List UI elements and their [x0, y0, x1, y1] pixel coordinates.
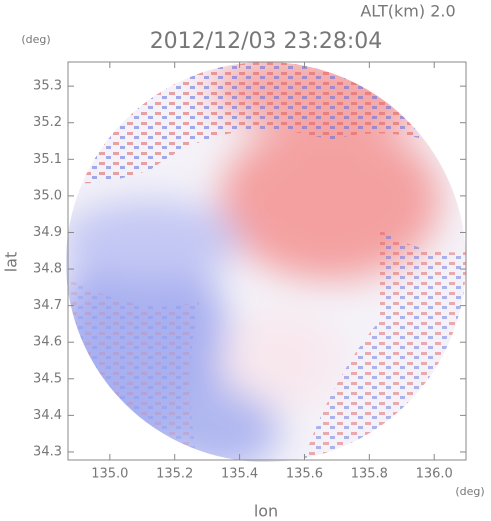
y-label: lat [2, 252, 21, 273]
y-unit: (deg) [21, 33, 50, 46]
y-tick-label: 35.1 [33, 152, 62, 167]
x-tick-label: 135.4 [221, 467, 258, 482]
x-tick-label: 135.6 [286, 467, 323, 482]
y-tick-label: 34.5 [33, 371, 62, 386]
radar-field [66, 62, 466, 462]
x-label: lon [254, 502, 278, 521]
chart-title: 2012/12/03 23:28:04 [150, 29, 383, 54]
y-tick-label: 34.6 [33, 335, 62, 350]
y-tick-label: 35.0 [33, 188, 62, 203]
plot-frame [67, 61, 467, 461]
x-tick-label: 135.8 [351, 467, 388, 482]
y-tick-label: 35.2 [33, 115, 62, 130]
x-tick-label: 135.2 [156, 467, 193, 482]
y-tick-label: 34.8 [33, 262, 62, 277]
x-tick-label: 136.0 [416, 467, 453, 482]
x-tick-label: 135.0 [91, 467, 128, 482]
altitude: ALT(km) 2.0 [360, 2, 455, 21]
y-tick-label: 35.3 [33, 79, 62, 94]
y-tick-label: 34.7 [33, 298, 62, 313]
y-tick-label: 34.9 [33, 225, 62, 240]
x-unit: (deg) [455, 485, 484, 498]
y-tick-label: 34.4 [33, 408, 62, 423]
y-tick-label: 34.3 [33, 444, 62, 459]
